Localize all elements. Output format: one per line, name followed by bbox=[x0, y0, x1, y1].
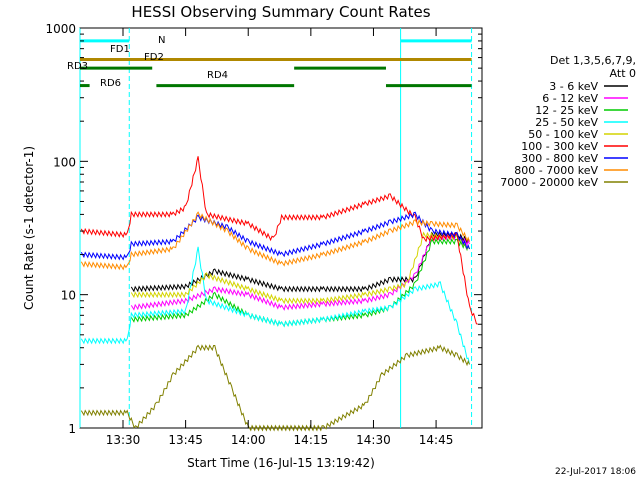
series-line bbox=[130, 238, 470, 328]
legend-entry-label: 25 - 50 keV bbox=[535, 116, 598, 129]
legend-entry-label: 12 - 25 keV bbox=[535, 104, 598, 117]
y-tick-label: 1 bbox=[68, 422, 76, 436]
legend-entry-label: 3 - 6 keV bbox=[549, 80, 598, 93]
x-tick-label: 14:00 bbox=[231, 433, 266, 447]
y-tick-label: 1000 bbox=[45, 22, 76, 36]
x-tick-label: 13:45 bbox=[168, 433, 203, 447]
chart-title: HESSI Observing Summary Count Rates bbox=[131, 3, 430, 21]
annotation-labels: FD1 FD2 N RD3 RD4 RD6 bbox=[67, 35, 228, 89]
series-lines bbox=[80, 156, 478, 432]
plot-frame bbox=[79, 27, 483, 429]
x-tick-label: 14:45 bbox=[419, 433, 454, 447]
legend-entry-label: 300 - 800 keV bbox=[521, 152, 598, 165]
fd2-label: FD2 bbox=[144, 52, 164, 63]
axes: 1 10 100 1000 13:30 13:45 14:00 14:15 14:30 14:45 bbox=[45, 22, 482, 447]
x-axis-label: Start Time (16-Jul-15 13:19:42) bbox=[187, 456, 375, 470]
legend-entry-label: 6 - 12 keV bbox=[542, 92, 598, 105]
footer-timestamp: 22-Jul-2017 18:06 bbox=[555, 467, 636, 477]
n-label: N bbox=[158, 35, 165, 46]
legend-entry-label: 800 - 7000 keV bbox=[514, 164, 598, 177]
y-axis-label: Count Rate (s-1 detector-1) bbox=[22, 146, 36, 310]
rd3-label: RD3 bbox=[67, 61, 88, 72]
y-tick-label: 10 bbox=[61, 289, 76, 303]
x-tick-label: 14:15 bbox=[294, 433, 329, 447]
legend-entry-label: 50 - 100 keV bbox=[528, 128, 598, 141]
y-tick-label: 100 bbox=[53, 155, 76, 169]
rd6-label: RD6 bbox=[100, 78, 121, 89]
legend-title-line1: Det 1,3,5,6,7,9, bbox=[550, 54, 636, 67]
legend-entry-label: 7000 - 20000 keV bbox=[500, 176, 598, 189]
series-line bbox=[80, 211, 470, 261]
fd1-label: FD1 bbox=[110, 44, 130, 55]
legend-entry-label: 100 - 300 keV bbox=[521, 140, 598, 153]
vertical-markers bbox=[79, 28, 473, 428]
annotation-bars bbox=[80, 39, 472, 88]
legend-title-line2: Att 0 bbox=[610, 67, 636, 80]
series-line bbox=[130, 231, 470, 293]
x-tick-label: 13:30 bbox=[106, 433, 141, 447]
x-tick-label: 14:30 bbox=[356, 433, 391, 447]
rd4-label: RD4 bbox=[207, 70, 228, 81]
series-line bbox=[130, 231, 470, 305]
series-line bbox=[80, 211, 470, 271]
series-line bbox=[130, 233, 470, 311]
series-line bbox=[80, 344, 470, 432]
series-line bbox=[80, 246, 470, 365]
